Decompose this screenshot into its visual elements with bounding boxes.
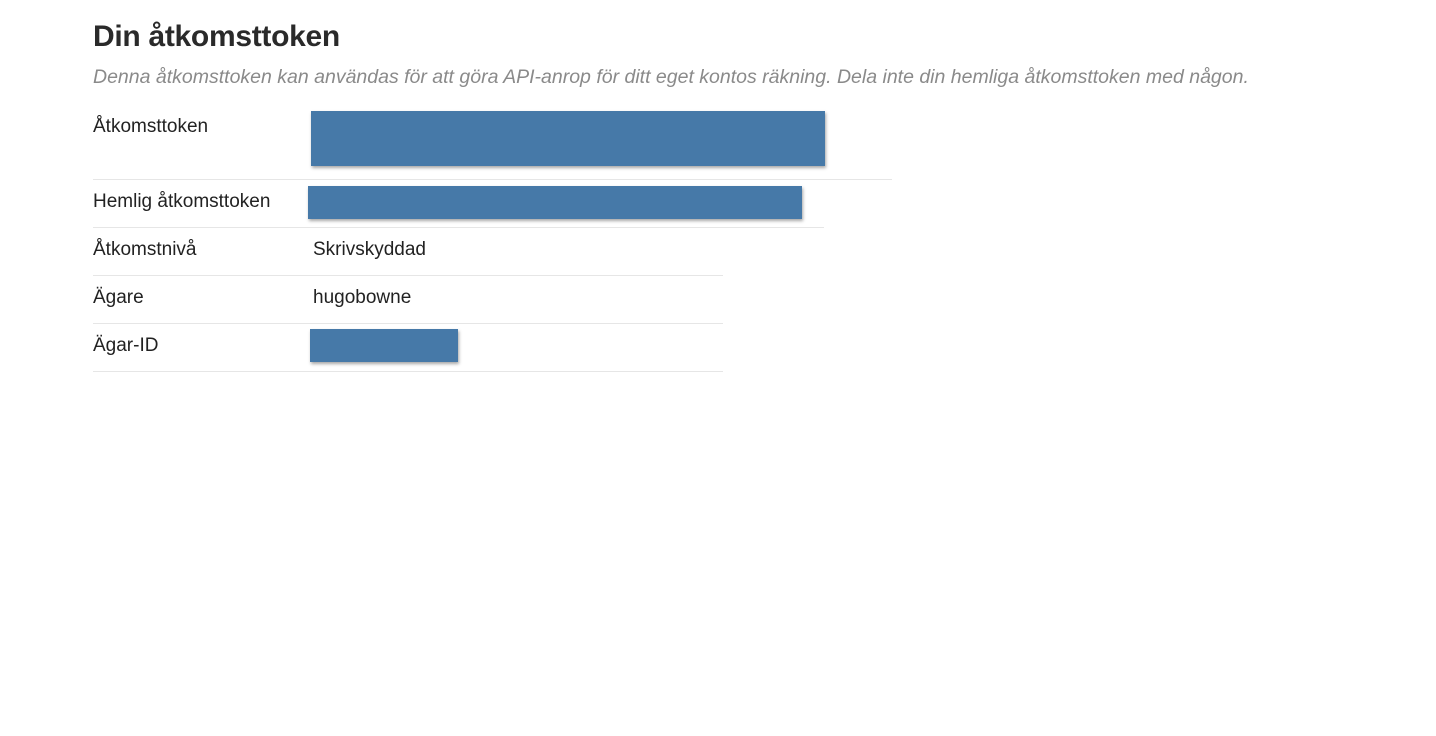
row-value: hugobowne: [313, 287, 412, 308]
row-value: Skrivskyddad: [313, 239, 426, 260]
row-divider: [93, 227, 824, 228]
redaction: [308, 186, 802, 219]
row-label: Ägare: [93, 287, 144, 308]
row-label: Hemlig åtkomsttoken: [93, 191, 271, 212]
row-divider: [93, 275, 723, 276]
row-divider: [93, 179, 892, 180]
row-label: Åtkomstnivå: [93, 239, 197, 260]
redaction: [311, 111, 825, 166]
row-divider: [93, 323, 723, 324]
redaction: [310, 329, 458, 362]
page-subtitle: Denna åtkomsttoken kan användas för att …: [93, 66, 1249, 88]
row-label: Åtkomsttoken: [93, 116, 209, 137]
row-label: Ägar-ID: [93, 335, 159, 356]
row-divider: [93, 371, 723, 372]
page-title: Din åtkomsttoken: [93, 20, 340, 53]
